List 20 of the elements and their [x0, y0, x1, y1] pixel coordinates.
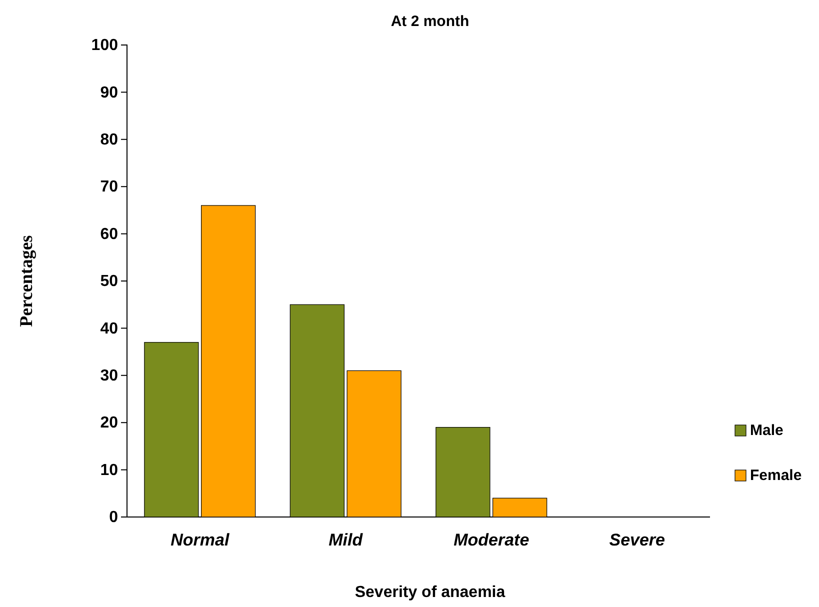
y-axis-title: Percentages	[16, 235, 36, 327]
y-tick-label: 70	[100, 178, 118, 196]
y-tick-label: 20	[100, 414, 118, 432]
y-tick-label: 30	[100, 368, 118, 385]
y-tick-label: 90	[100, 84, 118, 102]
y-tick-label: 50	[100, 273, 118, 290]
x-tick-label: Mild	[328, 530, 364, 550]
y-tick-label: 60	[100, 226, 118, 243]
y-tick-label: 100	[91, 37, 118, 54]
x-axis-title: Severity of anaemia	[354, 584, 506, 601]
legend-label: Male	[750, 422, 784, 439]
x-tick-label: Normal	[170, 530, 230, 550]
x-tick-label: Moderate	[454, 530, 530, 550]
x-tick-label: Severe	[609, 530, 666, 550]
y-tick-label: 40	[100, 320, 118, 338]
y-tick-label: 10	[100, 462, 118, 479]
chart-title: At 2 month	[390, 13, 470, 30]
y-tick-label: 80	[100, 132, 118, 149]
y-tick-label: 0	[109, 509, 118, 526]
legend-label: Female	[750, 467, 802, 484]
